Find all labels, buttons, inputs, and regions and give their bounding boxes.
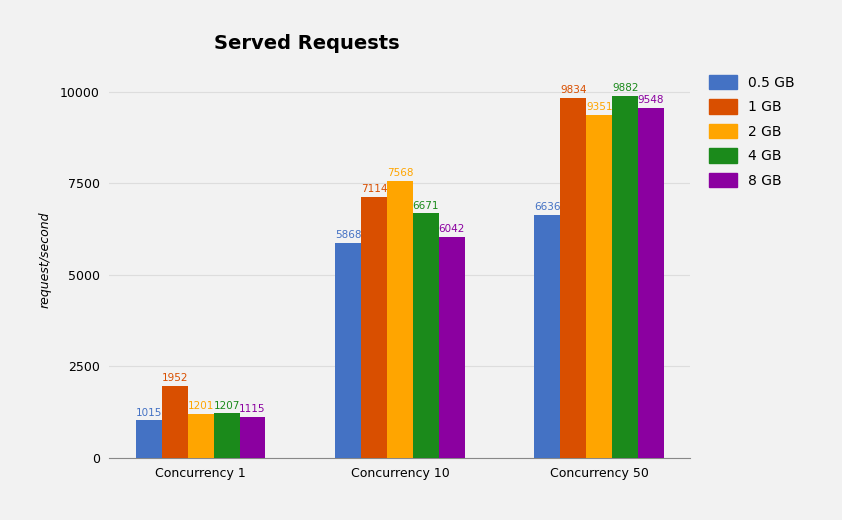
Text: 7114: 7114 [360, 185, 387, 194]
Bar [361, 197, 387, 458]
Text: 9834: 9834 [560, 85, 587, 95]
Bar [239, 417, 265, 458]
Text: Served Requests: Served Requests [214, 33, 400, 53]
Legend: 0.5 GB, 1 GB, 2 GB, 4 GB, 8 GB: 0.5 GB, 1 GB, 2 GB, 4 GB, 8 GB [703, 69, 800, 193]
Bar [413, 214, 439, 458]
Text: 1207: 1207 [213, 400, 240, 410]
Bar [439, 237, 465, 458]
Text: 9548: 9548 [638, 95, 664, 105]
Bar [214, 413, 239, 458]
Bar [535, 215, 561, 458]
Bar [586, 115, 612, 458]
Bar [387, 180, 413, 458]
Text: 6042: 6042 [439, 224, 465, 233]
Bar [136, 421, 162, 458]
Bar [638, 108, 664, 458]
Text: 1115: 1115 [239, 404, 266, 414]
Text: 6671: 6671 [413, 201, 440, 211]
Text: 1201: 1201 [188, 401, 214, 411]
Text: 5868: 5868 [335, 230, 361, 240]
Y-axis label: request/second: request/second [39, 212, 51, 308]
Bar [561, 98, 586, 458]
Bar [612, 96, 638, 458]
Text: 1952: 1952 [162, 373, 188, 383]
Bar [335, 243, 361, 458]
Bar [188, 413, 214, 458]
Text: 1015: 1015 [136, 408, 162, 418]
Text: 9882: 9882 [612, 83, 638, 93]
Bar [162, 386, 188, 458]
Text: 9351: 9351 [586, 102, 612, 112]
Text: 7568: 7568 [386, 168, 413, 178]
Text: 6636: 6636 [534, 202, 561, 212]
